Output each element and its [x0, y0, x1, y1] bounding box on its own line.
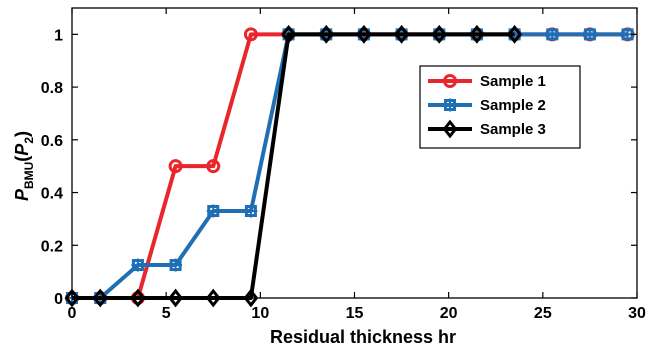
x-tick-label: 20	[440, 305, 458, 322]
series-2-point	[131, 258, 145, 272]
y-tick-label: 1	[54, 27, 63, 44]
series-1-point	[243, 27, 258, 42]
series-3-point	[205, 288, 221, 308]
x-tick-label: 25	[534, 305, 552, 322]
y-tick-label: 0.8	[41, 80, 63, 97]
series-3-line	[72, 32, 515, 300]
y-tick-label: 0.6	[41, 133, 63, 150]
x-axis-title: Residual thickness hr	[270, 327, 456, 347]
series-3-point	[431, 24, 447, 44]
series-3-point	[92, 288, 108, 308]
legend-entry-3: Sample 3	[428, 119, 546, 139]
series-3-point	[243, 288, 259, 308]
legend-label: Sample 1	[480, 73, 546, 90]
legend-label: Sample 2	[480, 97, 546, 114]
y-tick-label: 0	[54, 291, 63, 308]
legend: Sample 1 Sample 2 Sample 3	[419, 65, 581, 149]
axis-ticks: 0 5 10 15 20 25 30 0 0.2 0.4 0.6 0.8 1	[41, 8, 646, 322]
series-2-point	[169, 258, 183, 272]
series-1-point	[168, 159, 183, 174]
series-3-point	[64, 288, 80, 308]
legend-swatch-marker	[442, 119, 458, 139]
series-2-point	[244, 204, 258, 218]
y-tick-label: 0.2	[41, 238, 63, 255]
legend-label: Sample 3	[480, 121, 546, 138]
series-3-point	[469, 24, 485, 44]
x-tick-label: 10	[251, 305, 269, 322]
series-3-point	[168, 288, 183, 308]
x-tick-label: 5	[162, 305, 171, 322]
series-3-point	[318, 24, 334, 44]
plot-area-frame	[71, 7, 638, 299]
x-tick-label: 0	[68, 305, 77, 322]
series-3-point	[356, 24, 372, 44]
series-3-point	[394, 24, 409, 44]
y-axis-title-paren-close: )	[12, 131, 32, 137]
y-axis-title-arg: P	[12, 143, 32, 156]
legend-swatch-marker	[443, 74, 457, 88]
series-layer	[64, 24, 635, 308]
legend-entry-2: Sample 2	[428, 97, 546, 114]
series-3-point	[130, 288, 146, 308]
series-2-point	[206, 204, 220, 218]
x-tick-label: 15	[346, 305, 364, 322]
series-2-point	[583, 27, 597, 41]
y-axis-title-sub: BMU	[22, 162, 36, 189]
series-3-point	[507, 24, 522, 44]
series-3	[64, 24, 522, 308]
y-axis-title-paren-open: (	[12, 156, 32, 162]
y-tick-label: 0.4	[41, 186, 63, 203]
series-3-point	[281, 24, 296, 44]
x-tick-label: 30	[628, 305, 646, 322]
series-2-point	[545, 27, 559, 41]
legend-entry-1: Sample 1	[428, 73, 546, 90]
plot-frame	[71, 7, 638, 299]
y-axis-title-main: P	[12, 188, 32, 201]
y-axis-title: PBMU(P2)	[12, 131, 36, 201]
series-1-point	[206, 159, 221, 174]
y-axis-title-arg-sub: 2	[22, 137, 36, 144]
legend-swatch-marker	[443, 98, 457, 112]
